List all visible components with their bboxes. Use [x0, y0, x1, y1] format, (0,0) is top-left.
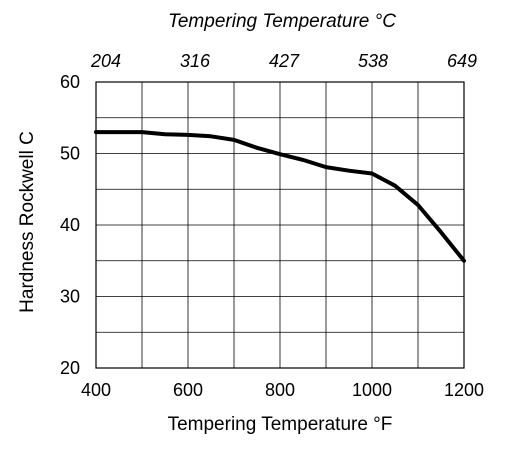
x2-axis-ticks: 204 316 427 538 649: [90, 51, 477, 71]
x2-tick-label: 204: [90, 51, 121, 71]
y-tick-label: 20: [60, 358, 80, 378]
x-tick-label: 400: [81, 380, 111, 400]
x2-tick-label: 316: [180, 51, 211, 71]
y-tick-label: 30: [60, 287, 80, 307]
x-tick-label: 1000: [352, 380, 392, 400]
y-tick-label: 60: [60, 72, 80, 92]
x-axis-label: Tempering Temperature °F: [168, 414, 393, 435]
x2-tick-label: 427: [269, 51, 300, 71]
x-tick-label: 600: [173, 380, 203, 400]
y-tick-label: 40: [60, 215, 80, 235]
x2-tick-label: 538: [358, 51, 388, 71]
x-axis-ticks: 400 600 800 1000 1200: [81, 380, 484, 400]
y-axis-label: Hardness Rockwell C: [17, 131, 38, 313]
x-tick-label: 800: [265, 380, 295, 400]
x-tick-label: 1200: [444, 380, 484, 400]
x2-tick-label: 649: [447, 51, 477, 71]
grid-lines: [96, 82, 464, 368]
plot-frame: [95, 81, 465, 369]
y-axis-ticks: 20 30 40 50 60: [60, 72, 80, 378]
y-tick-label: 50: [60, 144, 80, 164]
x2-axis-label: Tempering Temperature °C: [168, 11, 396, 32]
hardness-curve: [94, 130, 466, 263]
